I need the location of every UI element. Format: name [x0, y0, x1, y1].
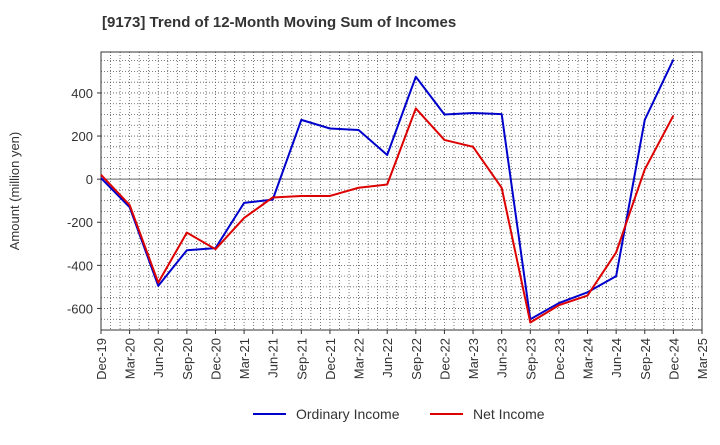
x-tick-label: Jun-21: [266, 338, 281, 378]
y-tick-label: -200: [67, 215, 93, 230]
x-tick-label: Mar-22: [352, 338, 367, 379]
x-tick-label: Sep-21: [294, 338, 309, 380]
x-tick-label: Sep-24: [638, 338, 653, 380]
x-tick-label: Jun-24: [609, 338, 624, 378]
y-tick-label: 200: [71, 129, 93, 144]
x-tick-label: Sep-23: [523, 338, 538, 380]
y-tick-label: -600: [67, 301, 93, 316]
chart-title: [9173] Trend of 12-Month Moving Sum of I…: [102, 14, 456, 31]
legend: Ordinary Income Net Income: [253, 406, 545, 422]
x-tick-label: Dec-20: [208, 338, 223, 380]
y-tick-label: -400: [67, 258, 93, 273]
x-tick-label: Mar-23: [466, 338, 481, 379]
x-tick-label: Mar-20: [123, 338, 138, 379]
x-tick-label: Jun-22: [380, 338, 395, 378]
y-tick-label: 0: [86, 172, 93, 187]
x-tick-label: Jun-20: [151, 338, 166, 378]
x-tick-label: Mar-25: [695, 338, 710, 379]
x-tick-label: Mar-24: [581, 338, 596, 379]
x-tick-label: Dec-21: [323, 338, 338, 380]
x-tick-label: Mar-21: [237, 338, 252, 379]
x-tick-label: Jun-23: [495, 338, 510, 378]
x-tick-label: Dec-23: [552, 338, 567, 380]
x-tick-label: Dec-24: [666, 338, 681, 380]
y-axis-label: Amount (million yen): [7, 132, 22, 251]
x-tick-label: Sep-20: [180, 338, 195, 380]
plot-background: [101, 52, 702, 330]
y-tick-label: 400: [71, 86, 93, 101]
x-tick-label: Sep-22: [409, 338, 424, 380]
legend-label-net-income: Net Income: [473, 406, 545, 422]
legend-label-ordinary-income: Ordinary Income: [296, 406, 400, 422]
x-tick-label: Dec-22: [437, 338, 452, 380]
grid-layer: [101, 52, 702, 330]
x-tick-label: Dec-19: [94, 338, 109, 380]
